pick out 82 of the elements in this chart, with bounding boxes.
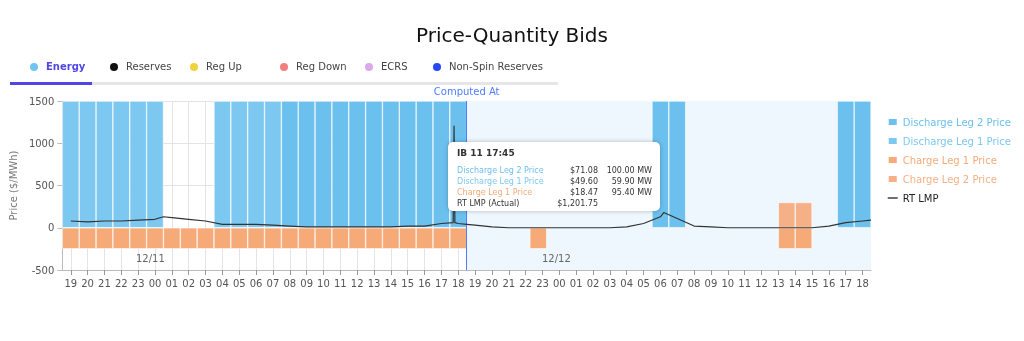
bar bbox=[529, 227, 547, 249]
text: Reg Down bbox=[296, 61, 347, 72]
x-tick-label: 16 bbox=[822, 277, 836, 289]
x-tick-label: 21 bbox=[98, 277, 111, 289]
x-tick-label: 02 bbox=[586, 277, 600, 289]
annotation: $1,201.75 bbox=[557, 199, 598, 208]
x-tick-label: 01 bbox=[165, 277, 179, 289]
x-tick-label: 19 bbox=[468, 277, 482, 289]
text: Energy bbox=[46, 61, 86, 72]
x-tick-label: 12 bbox=[755, 277, 768, 289]
annotation: $71.08 bbox=[570, 166, 598, 175]
y-tick-label: 500 bbox=[35, 180, 55, 191]
x-tick-label: 14 bbox=[384, 277, 398, 289]
x-tick-label: 00 bbox=[552, 277, 566, 289]
x-tick-label: 01 bbox=[569, 277, 583, 289]
legend-label: RT LMP bbox=[902, 192, 939, 204]
x-tick-label: 02 bbox=[182, 277, 196, 289]
x-tick-label: 09 bbox=[704, 277, 718, 289]
y-axis-title: Price ($/MWh) bbox=[7, 150, 19, 221]
annotation: $18.47 bbox=[570, 188, 598, 197]
x-tick-label: 13 bbox=[771, 277, 785, 289]
x-tick-label: 06 bbox=[249, 277, 263, 289]
annotation: Charge Leg 1 Price bbox=[457, 188, 533, 197]
annotation: 100.00 MW bbox=[606, 166, 652, 175]
x-tick-label: 11 bbox=[738, 277, 752, 289]
ref-line-label: Computed At bbox=[433, 85, 500, 97]
legend-label: Charge Leg 2 Price bbox=[902, 173, 997, 185]
text: Non-Spin Reserves bbox=[449, 61, 543, 72]
x-tick-label: 04 bbox=[620, 277, 634, 289]
x-tick-label: 20 bbox=[485, 277, 499, 289]
annotation: $49.60 bbox=[570, 177, 598, 186]
x-tick-label: 00 bbox=[148, 277, 162, 289]
y-tick-label: 0 bbox=[47, 222, 55, 234]
annotation: 12/11 bbox=[136, 253, 165, 264]
x-tick-label: 08 bbox=[283, 277, 297, 289]
x-tick-label: 11 bbox=[333, 277, 347, 289]
text: ECRS bbox=[381, 61, 408, 72]
y-tick-label: 1500 bbox=[28, 95, 55, 107]
annotation: RT LMP (Actual) bbox=[457, 199, 520, 208]
x-tick-label: 12 bbox=[350, 277, 364, 289]
legend-label: Discharge Leg 2 Price bbox=[902, 116, 1011, 128]
annotation: IB 11 17:45 bbox=[457, 148, 515, 158]
x-tick-label: 23 bbox=[536, 277, 549, 289]
x-tick-label: 15 bbox=[805, 277, 819, 289]
x-tick-label: 03 bbox=[603, 277, 617, 289]
x-tick-label: 22 bbox=[114, 277, 128, 289]
x-tick-label: 08 bbox=[687, 277, 701, 289]
x-tick-label: 18 bbox=[856, 277, 869, 289]
annotation: 59.90 MW bbox=[611, 177, 652, 186]
y-tick-label: 1000 bbox=[28, 137, 55, 149]
annotation: Discharge Leg 2 Price bbox=[457, 166, 544, 175]
y-tick-label: -500 bbox=[31, 264, 55, 276]
x-tick-label: 18 bbox=[451, 277, 465, 289]
x-tick-label: 05 bbox=[232, 277, 246, 289]
x-tick-label: 17 bbox=[435, 277, 448, 289]
annotation: Discharge Leg 1 Price bbox=[457, 177, 544, 186]
x-tick-label: 21 bbox=[502, 277, 516, 289]
x-tick-label: 05 bbox=[637, 277, 650, 289]
annotation: 12/12 bbox=[542, 253, 571, 264]
x-tick-label: 19 bbox=[64, 277, 78, 289]
x-tick-label: 10 bbox=[317, 277, 330, 289]
x-tick-label: 14 bbox=[788, 277, 802, 289]
x-tick-label: 10 bbox=[721, 277, 735, 289]
x-tick-label: 22 bbox=[519, 277, 533, 289]
x-tick-label: 07 bbox=[670, 277, 684, 289]
x-tick-label: 15 bbox=[401, 277, 415, 289]
x-tick-label: 03 bbox=[199, 277, 212, 289]
legend-label: Discharge Leg 1 Price bbox=[902, 135, 1011, 147]
text: Reg Up bbox=[206, 61, 242, 72]
text: Reserves bbox=[126, 61, 172, 72]
chart-title: Price-Quantity Bids bbox=[416, 23, 608, 47]
x-tick-label: 16 bbox=[418, 277, 431, 289]
x-tick-label: 06 bbox=[654, 277, 667, 289]
x-tick-label: 09 bbox=[300, 277, 313, 289]
x-tick-label: 04 bbox=[216, 277, 229, 289]
x-tick-label: 17 bbox=[839, 277, 853, 289]
x-tick-label: 13 bbox=[367, 277, 381, 289]
x-tick-label: 07 bbox=[266, 277, 280, 289]
annotation: 95.40 MW bbox=[611, 188, 652, 197]
x-tick-label: 23 bbox=[131, 277, 145, 289]
legend-label: Charge Leg 1 Price bbox=[902, 154, 997, 166]
x-tick-label: 20 bbox=[81, 277, 94, 289]
